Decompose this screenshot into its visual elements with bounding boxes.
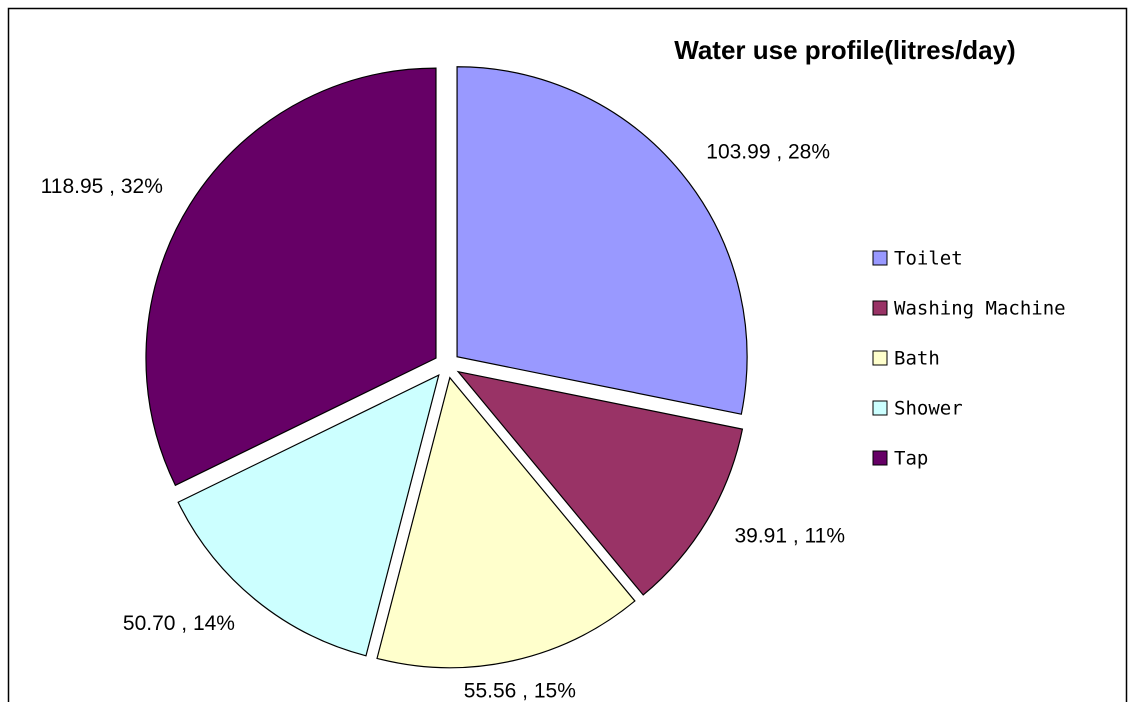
legend-label: Shower xyxy=(894,398,963,420)
chart-frame xyxy=(7,7,1128,702)
legend-swatch xyxy=(872,400,888,416)
data-label: 55.56 , 15% xyxy=(464,680,576,702)
pie-slice xyxy=(145,67,437,487)
data-label: 118.95 , 32% xyxy=(41,175,163,198)
data-label: 50.70 , 14% xyxy=(123,612,235,635)
chart-title: Water use profile(litres/day) xyxy=(674,35,1015,65)
legend-label: Toilet xyxy=(894,248,963,270)
legend-label: Bath xyxy=(894,348,940,370)
pie-slice xyxy=(456,370,744,596)
legend-swatch xyxy=(872,450,888,466)
pie-slice xyxy=(456,66,748,415)
legend-label: Tap xyxy=(894,448,928,470)
pie-slice xyxy=(376,376,636,669)
data-label: 39.91 , 11% xyxy=(734,525,845,548)
legend-swatch xyxy=(872,350,888,366)
legend-swatch xyxy=(872,250,888,266)
legend-swatch xyxy=(872,300,888,316)
data-label: 103.99 , 28% xyxy=(706,140,830,163)
legend-label: Washing Machine xyxy=(894,298,1066,320)
pie-slice xyxy=(177,373,440,657)
